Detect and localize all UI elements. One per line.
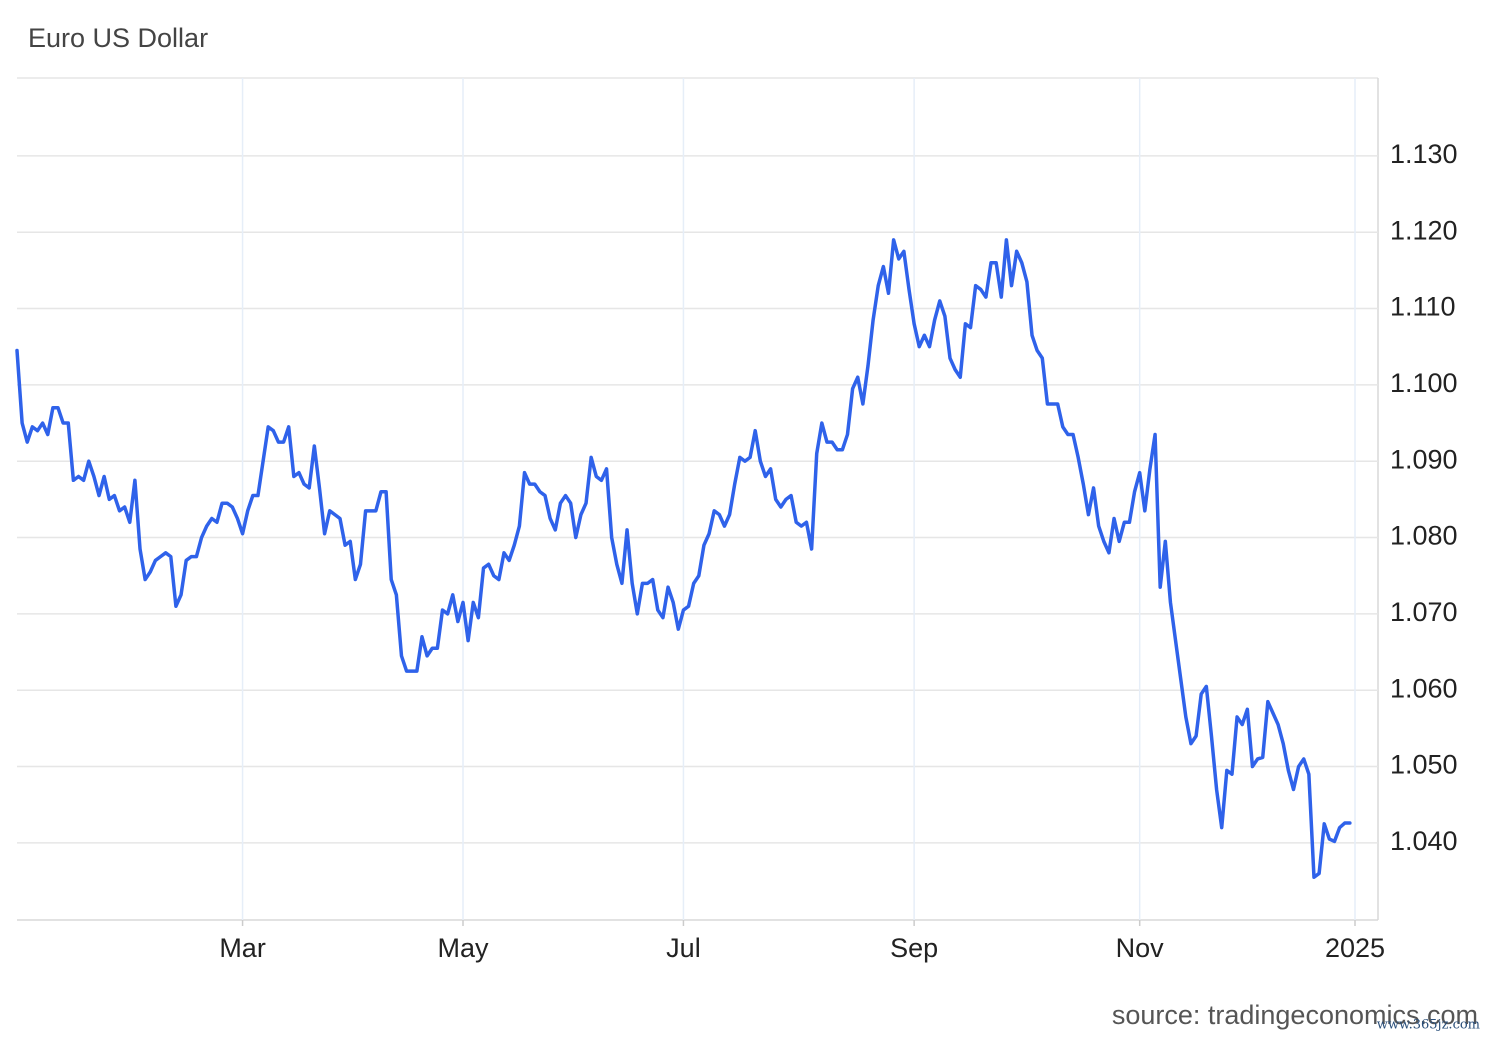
x-tick-label: Mar	[219, 933, 266, 963]
x-tick-label: Sep	[890, 933, 938, 963]
y-tick-label: 1.090	[1390, 444, 1458, 474]
y-tick-label: 1.100	[1390, 368, 1458, 398]
y-tick-label: 1.120	[1390, 215, 1458, 245]
x-tick-label: Nov	[1116, 933, 1165, 963]
y-tick-label: 1.130	[1390, 139, 1458, 169]
x-tick-label: May	[437, 933, 489, 963]
y-tick-label: 1.080	[1390, 521, 1458, 551]
y-tick-label: 1.110	[1390, 292, 1456, 322]
y-tick-label: 1.070	[1390, 597, 1458, 627]
source: source: tradingeconomics.com	[1112, 1000, 1478, 1030]
x-tick-label: Jul	[666, 933, 701, 963]
chart-title: Euro US Dollar	[28, 23, 208, 53]
watermark: www.365jz.com	[1377, 1018, 1480, 1033]
y-tick-label: 1.040	[1390, 826, 1458, 856]
x-tick-label: 2025	[1325, 933, 1385, 963]
y-tick-label: 1.050	[1390, 750, 1458, 780]
y-tick-label: 1.060	[1390, 673, 1458, 703]
line	[15, 238, 1352, 879]
